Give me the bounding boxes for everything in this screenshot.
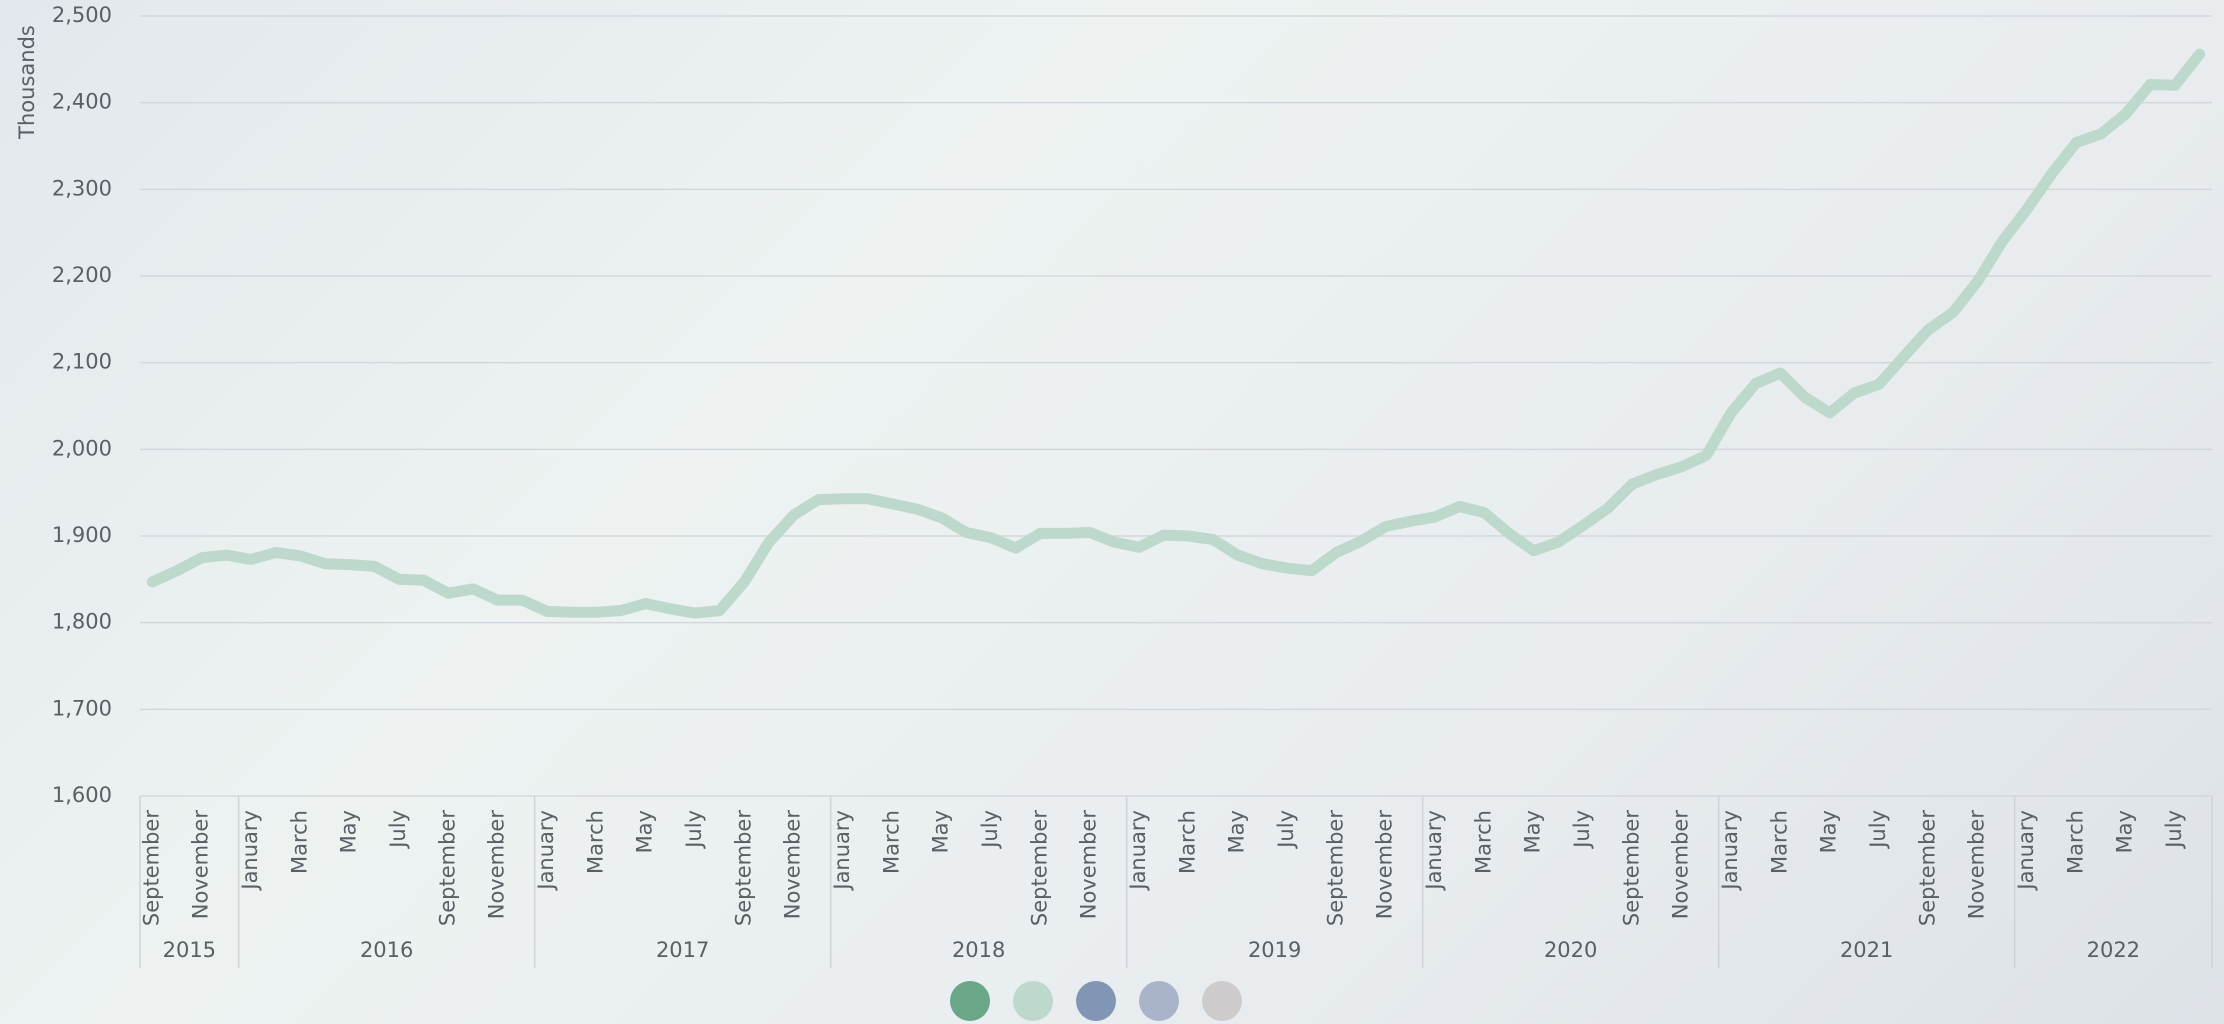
x-tick-label: July [386, 810, 410, 850]
y-axis-label: Thousands [15, 25, 39, 140]
x-tick-label: September [1323, 810, 1347, 926]
x-tick-label: November [1669, 810, 1693, 920]
x-tick-label: March [583, 810, 607, 874]
x-tick-label: November [1965, 810, 1989, 920]
year-label: 2017 [656, 938, 709, 962]
x-tick-label: May [337, 810, 361, 853]
y-tick-label: 2,200 [52, 263, 112, 287]
y-tick-label: 1,700 [52, 696, 112, 720]
year-label: 2015 [163, 938, 216, 962]
x-tick-label: November [485, 810, 509, 920]
year-label: 2018 [952, 938, 1005, 962]
year-label: 2020 [1544, 938, 1597, 962]
x-tick-label: March [287, 810, 311, 874]
y-tick-label: 1,600 [52, 783, 112, 807]
x-tick-label: January [1126, 810, 1150, 892]
x-tick-label: January [2014, 810, 2038, 892]
x-tick-label: May [1225, 810, 1249, 853]
x-tick-label: September [139, 810, 163, 926]
x-tick-label: July [978, 810, 1002, 850]
year-label: 2022 [2087, 938, 2140, 962]
x-tick-label: May [1817, 810, 1841, 853]
legend-marker[interactable] [1013, 981, 1053, 1021]
x-tick-label: September [1619, 810, 1643, 926]
x-tick-label: January [1718, 810, 1742, 892]
y-tick-label: 2,000 [52, 436, 112, 460]
y-tick-label: 2,300 [52, 176, 112, 200]
x-tick-label: July [1274, 810, 1298, 850]
y-tick-label: 2,400 [52, 90, 112, 114]
x-tick-label: January [830, 810, 854, 892]
x-tick-label: November [189, 810, 213, 920]
x-tick-label: March [1175, 810, 1199, 874]
legend-marker[interactable] [1076, 981, 1116, 1021]
x-tick-label: March [879, 810, 903, 874]
x-tick-label: July [2162, 810, 2186, 850]
x-tick-label: November [1373, 810, 1397, 920]
x-tick-label: March [1471, 810, 1495, 874]
x-tick-label: November [1077, 810, 1101, 920]
x-tick-label: March [1767, 810, 1791, 874]
x-tick-label: January [1422, 810, 1446, 892]
year-label: 2019 [1248, 938, 1301, 962]
y-tick-label: 2,500 [52, 3, 112, 27]
x-tick-label: September [731, 810, 755, 926]
legend-marker[interactable] [950, 981, 990, 1021]
x-tick-label: May [2113, 810, 2137, 853]
line-series [146, 48, 2206, 619]
year-label: 2016 [360, 938, 413, 962]
x-tick-label: January [534, 810, 558, 892]
x-tick-label: May [929, 810, 953, 853]
x-tick-label: November [781, 810, 805, 920]
x-tick-label: May [1521, 810, 1545, 853]
y-tick-label: 1,900 [52, 523, 112, 547]
x-tick-label: September [1027, 810, 1051, 926]
x-tick-label: September [1915, 810, 1939, 926]
legend-marker[interactable] [1139, 981, 1179, 1021]
legend-marker[interactable] [1202, 981, 1242, 1021]
x-tick-label: July [682, 810, 706, 850]
y-tick-label: 1,800 [52, 610, 112, 634]
year-label: 2021 [1840, 938, 1893, 962]
x-tick-label: May [633, 810, 657, 853]
x-tick-label: July [1570, 810, 1594, 850]
x-tick-label: September [435, 810, 459, 926]
x-tick-label: July [1866, 810, 1890, 850]
y-tick-label: 2,100 [52, 350, 112, 374]
x-tick-label: March [2063, 810, 2087, 874]
x-tick-label: January [238, 810, 262, 892]
